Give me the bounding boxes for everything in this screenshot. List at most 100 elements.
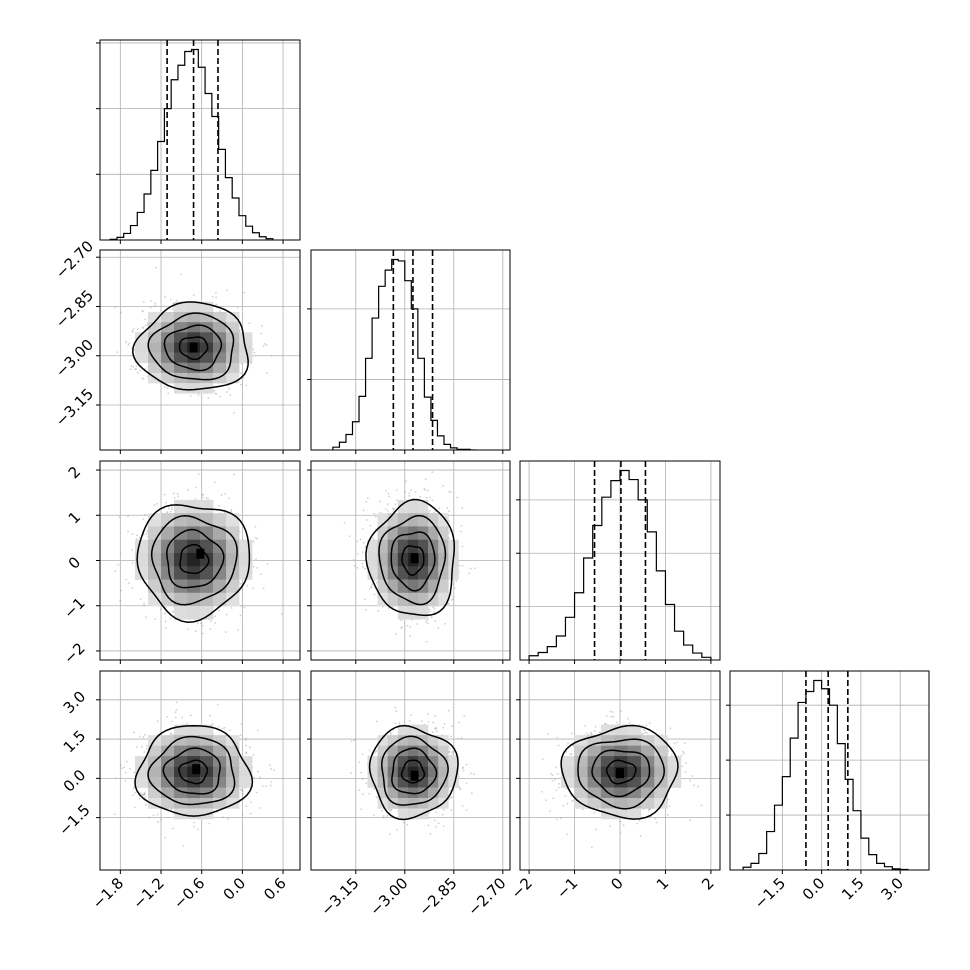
sample-point	[465, 782, 468, 785]
sample-point	[273, 769, 275, 772]
sample-point	[565, 750, 568, 753]
contour-0	[605, 759, 637, 785]
sample-point	[209, 628, 212, 630]
density-peak	[192, 764, 201, 775]
sample-point	[448, 602, 450, 605]
density-cell	[560, 756, 575, 767]
sample-point	[684, 770, 687, 773]
sample-point	[566, 833, 568, 836]
sample-point	[266, 563, 269, 565]
sample-point	[681, 765, 684, 768]
sample-point	[557, 786, 560, 789]
density-cell	[407, 756, 419, 767]
sample-point	[392, 508, 395, 510]
sample-point	[145, 745, 148, 748]
density-cell	[428, 579, 439, 594]
axes-frame	[99, 670, 301, 871]
sample-point	[144, 793, 146, 796]
sample-point	[404, 491, 406, 494]
sample-point	[173, 497, 176, 500]
sample-point	[572, 744, 575, 747]
sample-point	[416, 623, 418, 625]
sample-point	[120, 311, 123, 314]
density-cell	[614, 808, 628, 820]
sample-point	[554, 778, 556, 781]
contour-0	[178, 759, 209, 785]
sample-point	[216, 703, 219, 706]
density-cell	[397, 797, 409, 809]
sample-point	[452, 598, 454, 601]
density-cell	[438, 539, 449, 554]
sample-point	[259, 806, 262, 809]
sample-point	[441, 813, 444, 816]
sample-point	[194, 486, 197, 489]
sample-point	[446, 507, 448, 509]
sample-point	[378, 500, 381, 503]
x-tick-label: 3.0	[877, 874, 907, 904]
density-cell	[438, 513, 449, 527]
sample-point	[241, 813, 244, 816]
sample-point	[164, 612, 167, 615]
sample-point	[220, 494, 223, 496]
density-cell	[600, 777, 615, 788]
sample-point	[385, 489, 388, 492]
sample-point	[557, 744, 560, 747]
density-cell	[667, 777, 682, 788]
sample-point	[350, 772, 353, 774]
sample-point	[201, 496, 204, 499]
sample-point	[233, 411, 235, 414]
sample-point	[642, 733, 644, 736]
sample-point	[133, 771, 136, 774]
density-cell	[148, 362, 162, 374]
sample-point	[551, 774, 554, 776]
sample-point	[680, 754, 683, 757]
density-cell	[148, 766, 162, 778]
sample-point	[388, 833, 391, 835]
density-cell	[614, 797, 628, 809]
density-cell	[397, 579, 409, 594]
density-cell	[448, 566, 459, 580]
sample-point	[163, 493, 166, 496]
sample-point	[414, 490, 417, 493]
sample-point	[135, 365, 138, 368]
density-cell	[213, 566, 227, 580]
sample-point	[689, 819, 692, 822]
sample-point	[425, 496, 428, 499]
sample-point	[138, 735, 141, 738]
density-cell	[574, 745, 588, 757]
density-cell	[428, 797, 439, 809]
density-cell	[226, 787, 240, 799]
sample-point	[166, 511, 169, 513]
sample-point	[382, 815, 385, 817]
scatter-panel-3-1	[307, 670, 511, 874]
sample-point	[211, 295, 214, 298]
sample-point	[434, 727, 437, 729]
sample-point	[362, 565, 364, 568]
sample-point	[139, 598, 142, 601]
sample-point	[394, 503, 397, 506]
sample-point	[141, 310, 144, 313]
sample-point	[237, 629, 239, 631]
density-cell	[174, 383, 188, 394]
density-cell	[587, 766, 602, 778]
sample-point	[119, 764, 122, 767]
sample-point	[374, 515, 377, 518]
sample-point	[164, 296, 167, 298]
sample-point	[187, 489, 189, 491]
sample-point	[676, 741, 678, 744]
sample-point	[167, 507, 170, 510]
density-cell	[148, 311, 162, 323]
sample-point	[192, 294, 195, 297]
density-cell	[448, 756, 459, 767]
sample-point	[139, 792, 142, 794]
sample-point	[124, 780, 127, 782]
density-cell	[187, 724, 201, 736]
sample-point	[213, 389, 216, 392]
sample-point	[365, 500, 368, 503]
sample-point	[131, 532, 134, 535]
density-cell	[200, 513, 214, 527]
sample-point	[564, 795, 567, 798]
sample-point	[598, 731, 601, 734]
contour-3	[365, 498, 456, 617]
density-cell	[187, 797, 201, 809]
